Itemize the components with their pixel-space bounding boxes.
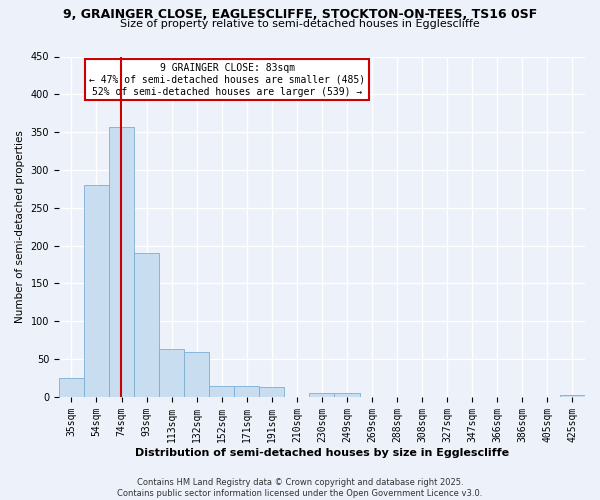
Text: 9 GRAINGER CLOSE: 83sqm
← 47% of semi-detached houses are smaller (485)
52% of s: 9 GRAINGER CLOSE: 83sqm ← 47% of semi-de…: [89, 64, 365, 96]
Bar: [234, 386, 259, 397]
Bar: [209, 386, 234, 397]
Bar: [310, 393, 334, 397]
Bar: [134, 253, 159, 397]
Bar: [59, 378, 84, 397]
Bar: [184, 352, 209, 397]
Bar: [84, 185, 109, 397]
Bar: [334, 393, 359, 397]
Bar: [159, 350, 184, 397]
Bar: [259, 387, 284, 397]
Bar: [560, 396, 585, 397]
Y-axis label: Number of semi-detached properties: Number of semi-detached properties: [15, 130, 25, 323]
Text: Contains HM Land Registry data © Crown copyright and database right 2025.
Contai: Contains HM Land Registry data © Crown c…: [118, 478, 482, 498]
Text: Size of property relative to semi-detached houses in Egglescliffe: Size of property relative to semi-detach…: [120, 19, 480, 29]
Text: 9, GRAINGER CLOSE, EAGLESCLIFFE, STOCKTON-ON-TEES, TS16 0SF: 9, GRAINGER CLOSE, EAGLESCLIFFE, STOCKTO…: [63, 8, 537, 20]
Bar: [109, 127, 134, 397]
X-axis label: Distribution of semi-detached houses by size in Egglescliffe: Distribution of semi-detached houses by …: [135, 448, 509, 458]
